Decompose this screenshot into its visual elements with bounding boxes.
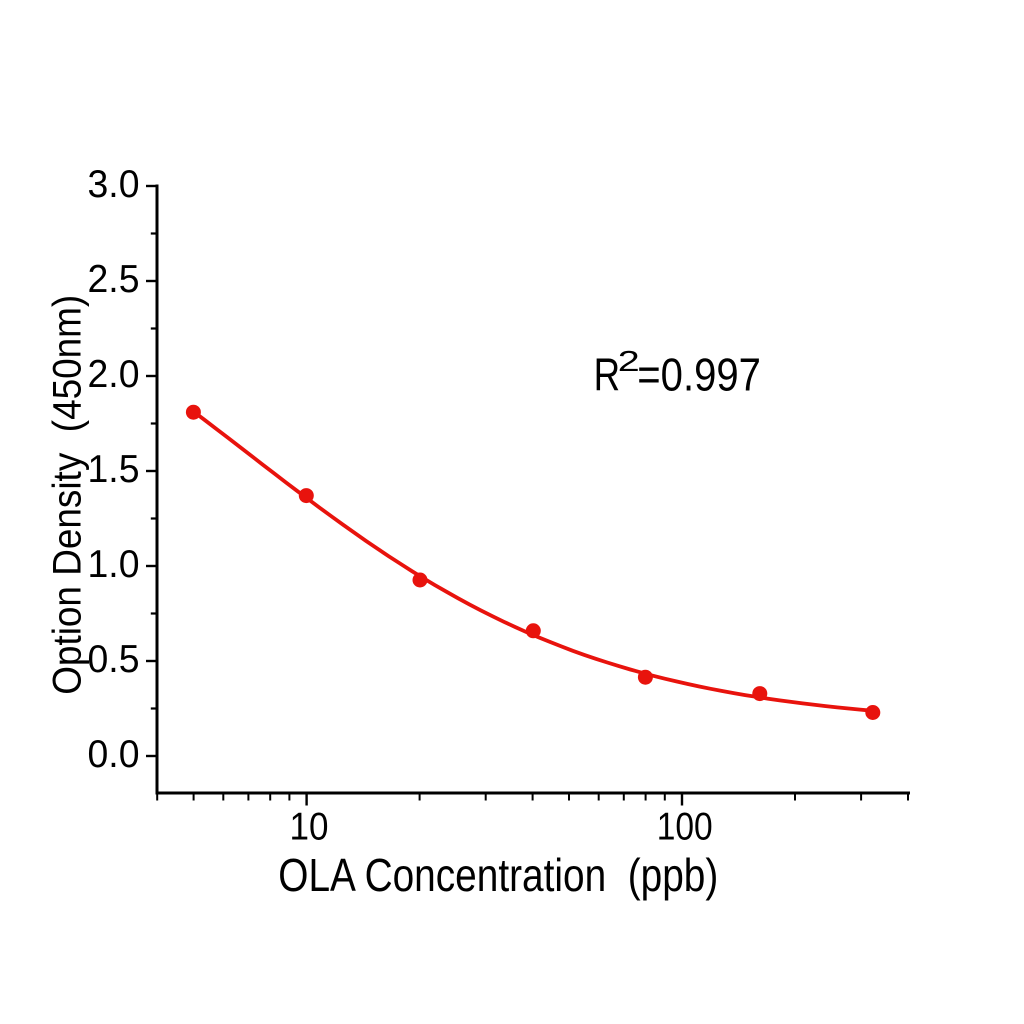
svg-text:2.0: 2.0	[88, 353, 140, 396]
svg-text:2: 2	[618, 346, 640, 378]
svg-text:=0.997: =0.997	[637, 349, 761, 401]
svg-text:0.5: 0.5	[88, 638, 140, 681]
svg-text:1.0: 1.0	[88, 543, 140, 586]
svg-text:OLA Concentration (ppb): OLA Concentration (ppb)	[278, 849, 718, 901]
svg-text:1.5: 1.5	[88, 448, 140, 491]
svg-text:Option Density (450nm): Option Density (450nm)	[45, 295, 89, 695]
svg-text:R: R	[594, 349, 621, 401]
svg-text:3.0: 3.0	[88, 163, 140, 206]
svg-text:2.5: 2.5	[88, 258, 140, 301]
svg-text:10: 10	[290, 806, 329, 849]
svg-text:100: 100	[657, 806, 713, 849]
svg-text:0.0: 0.0	[88, 733, 140, 776]
